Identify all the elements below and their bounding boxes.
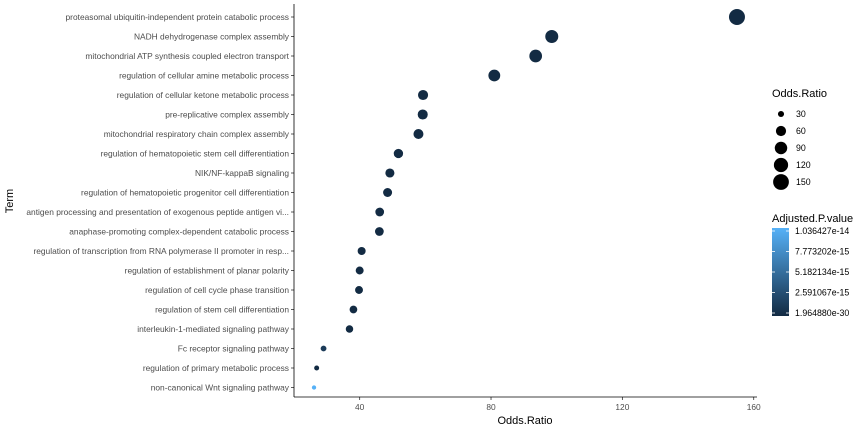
x-tick-label: 160 bbox=[747, 402, 761, 412]
size-legend-label: 90 bbox=[796, 143, 806, 153]
data-point bbox=[375, 227, 384, 236]
y-tick-label: anaphase-promoting complex-dependent cat… bbox=[69, 227, 289, 237]
data-point bbox=[314, 365, 320, 371]
x-tick-label: 40 bbox=[355, 402, 365, 412]
color-legend-title: Adjusted.P.value bbox=[772, 213, 853, 225]
data-point bbox=[357, 246, 366, 256]
data-points bbox=[311, 9, 745, 390]
size-legend: Odds.Ratio 30 60 90 120 150 bbox=[772, 88, 827, 190]
y-tick-label: interleukin-1-mediated signaling pathway bbox=[137, 324, 290, 334]
y-tick-label: regulation of cellular ketone metabolic … bbox=[117, 90, 289, 100]
color-legend-label: 2.591067e-15 bbox=[795, 288, 849, 298]
y-tick-label: NIK/NF-kappaB signaling bbox=[195, 168, 289, 178]
y-tick-label: mitochondrial respiratory chain complex … bbox=[104, 129, 290, 139]
data-point bbox=[413, 129, 424, 139]
y-tick-label: regulation of hematopoietic progenitor c… bbox=[81, 188, 289, 198]
y-tick-label: mitochondrial ATP synthesis coupled elec… bbox=[85, 51, 289, 61]
color-legend-gradient-bar bbox=[772, 228, 789, 316]
size-legend-key bbox=[775, 125, 787, 137]
size-legend-title: Odds.Ratio bbox=[772, 88, 827, 100]
y-tick-label: NADH dehydrogenase complex assembly bbox=[134, 32, 290, 42]
data-point bbox=[545, 30, 559, 43]
data-point bbox=[311, 385, 317, 390]
data-point bbox=[529, 49, 543, 63]
y-tick-label: non-canonical Wnt signaling pathway bbox=[151, 383, 290, 393]
size-legend-label: 150 bbox=[796, 177, 811, 187]
y-tick-label: regulation of primary metabolic process bbox=[143, 363, 289, 373]
size-legend-label: 120 bbox=[796, 160, 811, 170]
size-legend-key bbox=[773, 157, 789, 173]
y-tick-label: regulation of transcription from RNA pol… bbox=[33, 246, 289, 256]
data-point bbox=[383, 187, 393, 198]
data-point bbox=[355, 286, 363, 294]
data-point bbox=[349, 305, 358, 314]
data-point bbox=[345, 325, 354, 333]
x-axis-ticks: 40 80 120 160 bbox=[355, 397, 761, 412]
y-axis-ticks: proteasomal ubiquitin-independent protei… bbox=[26, 12, 294, 393]
data-point bbox=[320, 345, 327, 352]
size-legend-key bbox=[777, 110, 785, 118]
data-point bbox=[728, 9, 745, 25]
data-point bbox=[393, 148, 404, 159]
y-tick-label: regulation of cell cycle phase transitio… bbox=[145, 285, 289, 295]
data-point bbox=[385, 168, 395, 178]
color-legend-label: 1.964880e-30 bbox=[795, 308, 849, 318]
data-point bbox=[418, 89, 429, 101]
y-tick-label: regulation of cellular amine metabolic p… bbox=[119, 71, 289, 81]
data-point bbox=[355, 266, 364, 275]
data-point bbox=[417, 109, 428, 120]
size-legend-key bbox=[774, 141, 788, 155]
y-tick-label: pre-replicative complex assembly bbox=[165, 110, 290, 120]
color-legend: Adjusted.P.value 1.036427e-14 7.773202e-1… bbox=[772, 213, 853, 318]
y-tick-label: antigen processing and presentation of e… bbox=[26, 207, 289, 217]
x-tick-label: 120 bbox=[615, 402, 629, 412]
y-tick-label: regulation of establishment of planar po… bbox=[125, 266, 290, 276]
color-legend-label: 7.773202e-15 bbox=[795, 247, 849, 257]
y-axis-title: Term bbox=[4, 189, 16, 213]
y-tick-label: regulation of hematopoietic stem cell di… bbox=[101, 149, 290, 159]
data-point bbox=[488, 69, 501, 82]
color-legend-label: 5.182134e-15 bbox=[795, 267, 849, 277]
size-legend-label: 30 bbox=[796, 109, 806, 119]
size-legend-label: 60 bbox=[796, 126, 806, 136]
x-axis-title: Odds.Ratio bbox=[497, 415, 552, 427]
color-legend-label: 1.036427e-14 bbox=[795, 226, 849, 236]
x-tick-label: 80 bbox=[486, 402, 496, 412]
y-tick-label: Fc receptor signaling pathway bbox=[178, 344, 290, 354]
y-tick-label: regulation of stem cell differentiation bbox=[155, 305, 289, 315]
size-legend-key bbox=[773, 174, 789, 190]
data-point bbox=[375, 207, 385, 217]
y-tick-label: proteasomal ubiquitin-independent protei… bbox=[66, 12, 289, 22]
